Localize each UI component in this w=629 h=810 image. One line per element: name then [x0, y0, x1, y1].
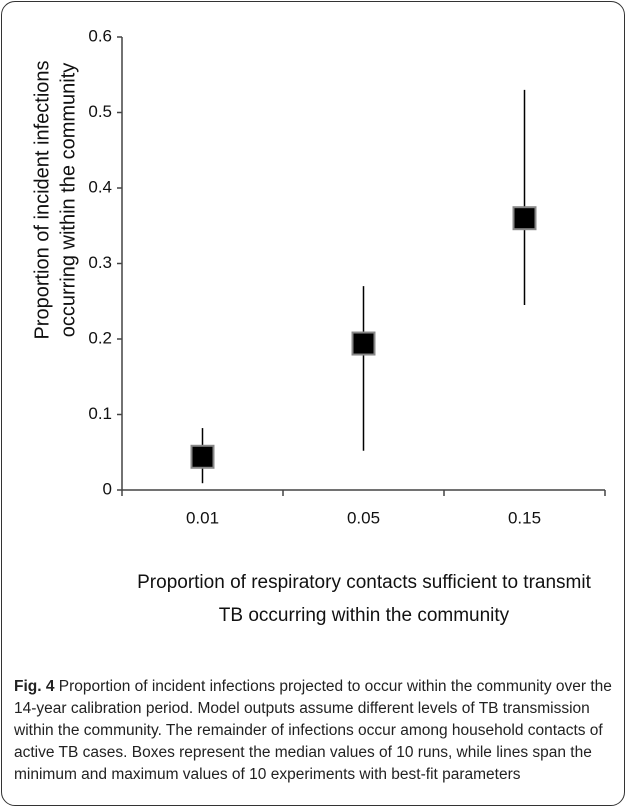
- y-tick-label: 0.1: [88, 404, 112, 423]
- x-axis-label: Proportion of respiratory contacts suffi…: [137, 572, 591, 593]
- y-axis-label: Proportion of incident infections: [31, 60, 53, 339]
- y-tick-label: 0.4: [88, 177, 112, 196]
- x-tick-label: 0.15: [508, 508, 541, 527]
- median-box: [190, 444, 215, 469]
- median-box: [351, 331, 376, 356]
- caption-text: Proportion of incident infections projec…: [14, 678, 612, 783]
- y-tick-label: 0.6: [88, 26, 112, 45]
- x-axis-label: TB occurring within the community: [219, 605, 510, 626]
- y-tick-label: 0.2: [88, 328, 112, 347]
- median-box: [512, 206, 537, 231]
- y-tick-label: 0.5: [88, 102, 112, 121]
- caption: Fig. 4 Proportion of incident infections…: [14, 676, 614, 786]
- x-tick-label: 0.05: [347, 508, 380, 527]
- y-axis-label: occurring within the community: [57, 63, 79, 338]
- x-tick-label: 0.01: [186, 508, 219, 527]
- y-tick-label: 0: [103, 479, 112, 498]
- y-tick-label: 0.3: [88, 253, 112, 272]
- caption-label: Fig. 4: [14, 678, 55, 695]
- chart: 0 0.1 0.2 0.3 0.4 0.5 0.6 0.01 0.05 0.15 Proportio…: [31, 26, 606, 626]
